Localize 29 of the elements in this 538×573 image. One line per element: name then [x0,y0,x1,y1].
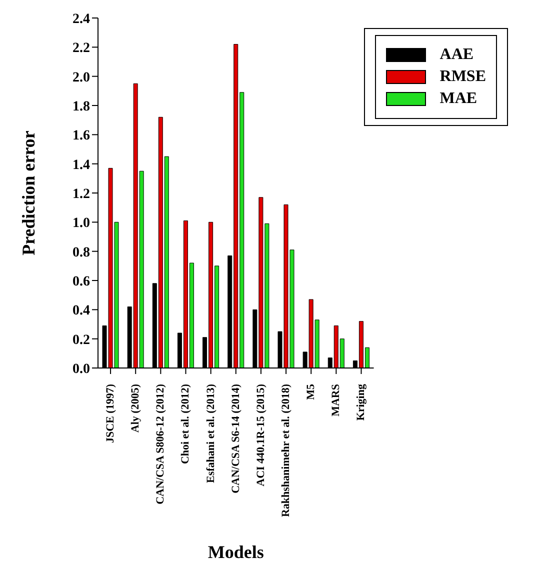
legend-label: RMSE [440,68,486,86]
y-tick-label: 0.4 [72,304,90,319]
x-tick-label: Rakhshanimehr et al. (2018) [280,384,292,518]
y-tick-label: 0.2 [72,332,90,348]
x-tick-label: Esfahani et al. (2013) [204,384,217,483]
y-tick-label: 1.4 [72,158,90,173]
x-tick-label: JSCE (1997) [104,384,117,443]
x-tick-label: Choi et al. (2012) [180,384,192,464]
y-tick-label: 2.2 [72,41,90,56]
y-tick-label: 1.0 [72,216,90,232]
y-tick-label: 2.0 [72,70,90,86]
y-tick-label: 2.4 [72,12,90,27]
x-tick-label: M5 [305,384,318,400]
legend-label: AAE [440,46,474,64]
y-tick-label: 0.0 [72,362,90,377]
x-tick-label: ACI 440.1R-15 (2015) [254,384,267,486]
x-tick-label: CAN/CSA S6-14 (2014) [230,384,242,494]
x-tick-label: MARS [330,384,342,416]
x-axis-title: Models [208,542,264,562]
x-tick-label: CAN/CSA S806-12 (2012) [154,384,167,504]
y-tick-label: 1.6 [72,128,90,144]
x-tick-label: Kriging [355,384,368,421]
y-axis-title: Prediction error [18,130,38,256]
y-tick-label: 0.6 [72,274,90,290]
y-tick-label: 0.8 [72,245,90,260]
y-tick-label: 1.2 [72,186,90,202]
y-tick-label: 1.8 [72,99,90,114]
legend-label: MAE [440,90,478,108]
x-tick-label: Aly (2005) [130,384,142,433]
